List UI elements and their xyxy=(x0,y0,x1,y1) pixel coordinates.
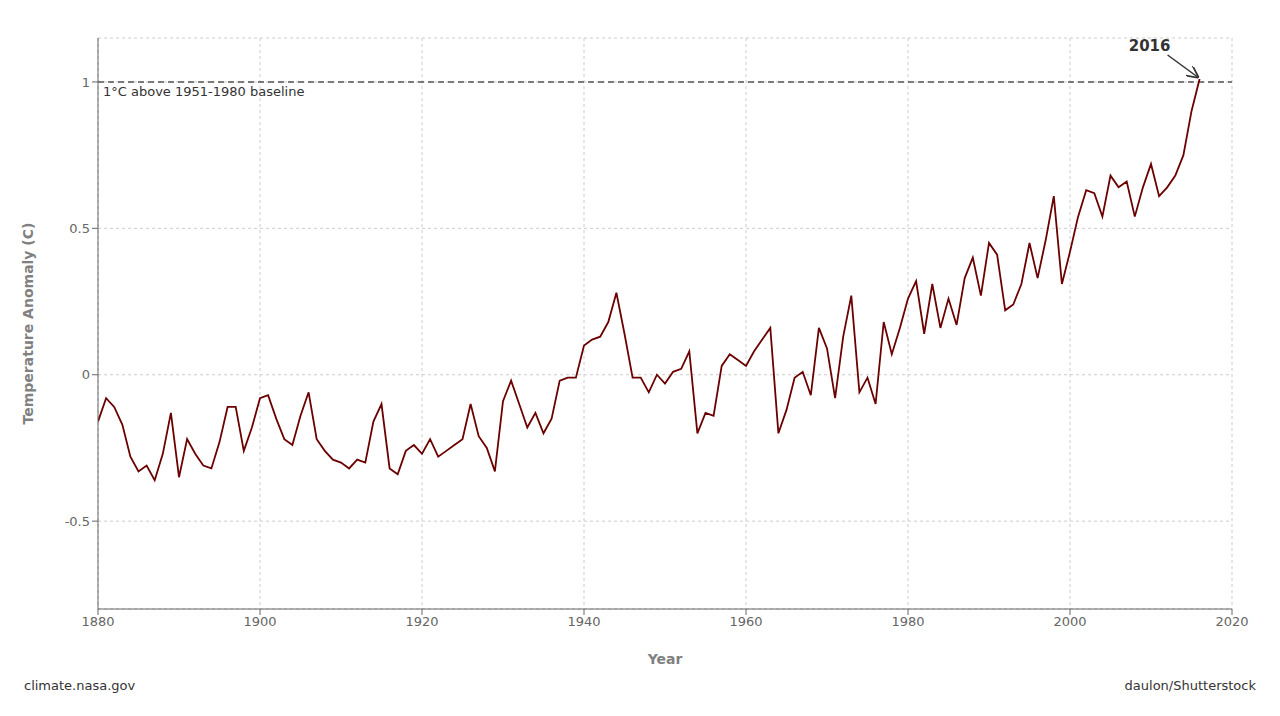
svg-text:Temperature Anomaly (C): Temperature Anomaly (C) xyxy=(20,223,36,425)
svg-text:1980: 1980 xyxy=(891,614,924,629)
html-text:climate.nasa.gov: climate.nasa.gov xyxy=(24,678,136,693)
svg-text:1940: 1940 xyxy=(567,614,600,629)
svg-text:2020: 2020 xyxy=(1215,614,1248,629)
svg-text:1880: 1880 xyxy=(81,614,114,629)
svg-text:2000: 2000 xyxy=(1053,614,1086,629)
svg-text:1°C above 1951-1980 baseline: 1°C above 1951-1980 baseline xyxy=(103,84,304,99)
svg-text:0: 0 xyxy=(82,367,90,382)
svg-text:-0.5: -0.5 xyxy=(65,514,90,529)
html-text:daulon/Shutterstock: daulon/Shutterstock xyxy=(1124,678,1256,693)
svg-text:1920: 1920 xyxy=(405,614,438,629)
svg-text:0.5: 0.5 xyxy=(69,221,90,236)
svg-text:1: 1 xyxy=(82,75,90,90)
svg-text:1900: 1900 xyxy=(243,614,276,629)
svg-text:2016: 2016 xyxy=(1129,37,1171,55)
svg-text:1960: 1960 xyxy=(729,614,762,629)
svg-text:Year: Year xyxy=(647,651,683,667)
